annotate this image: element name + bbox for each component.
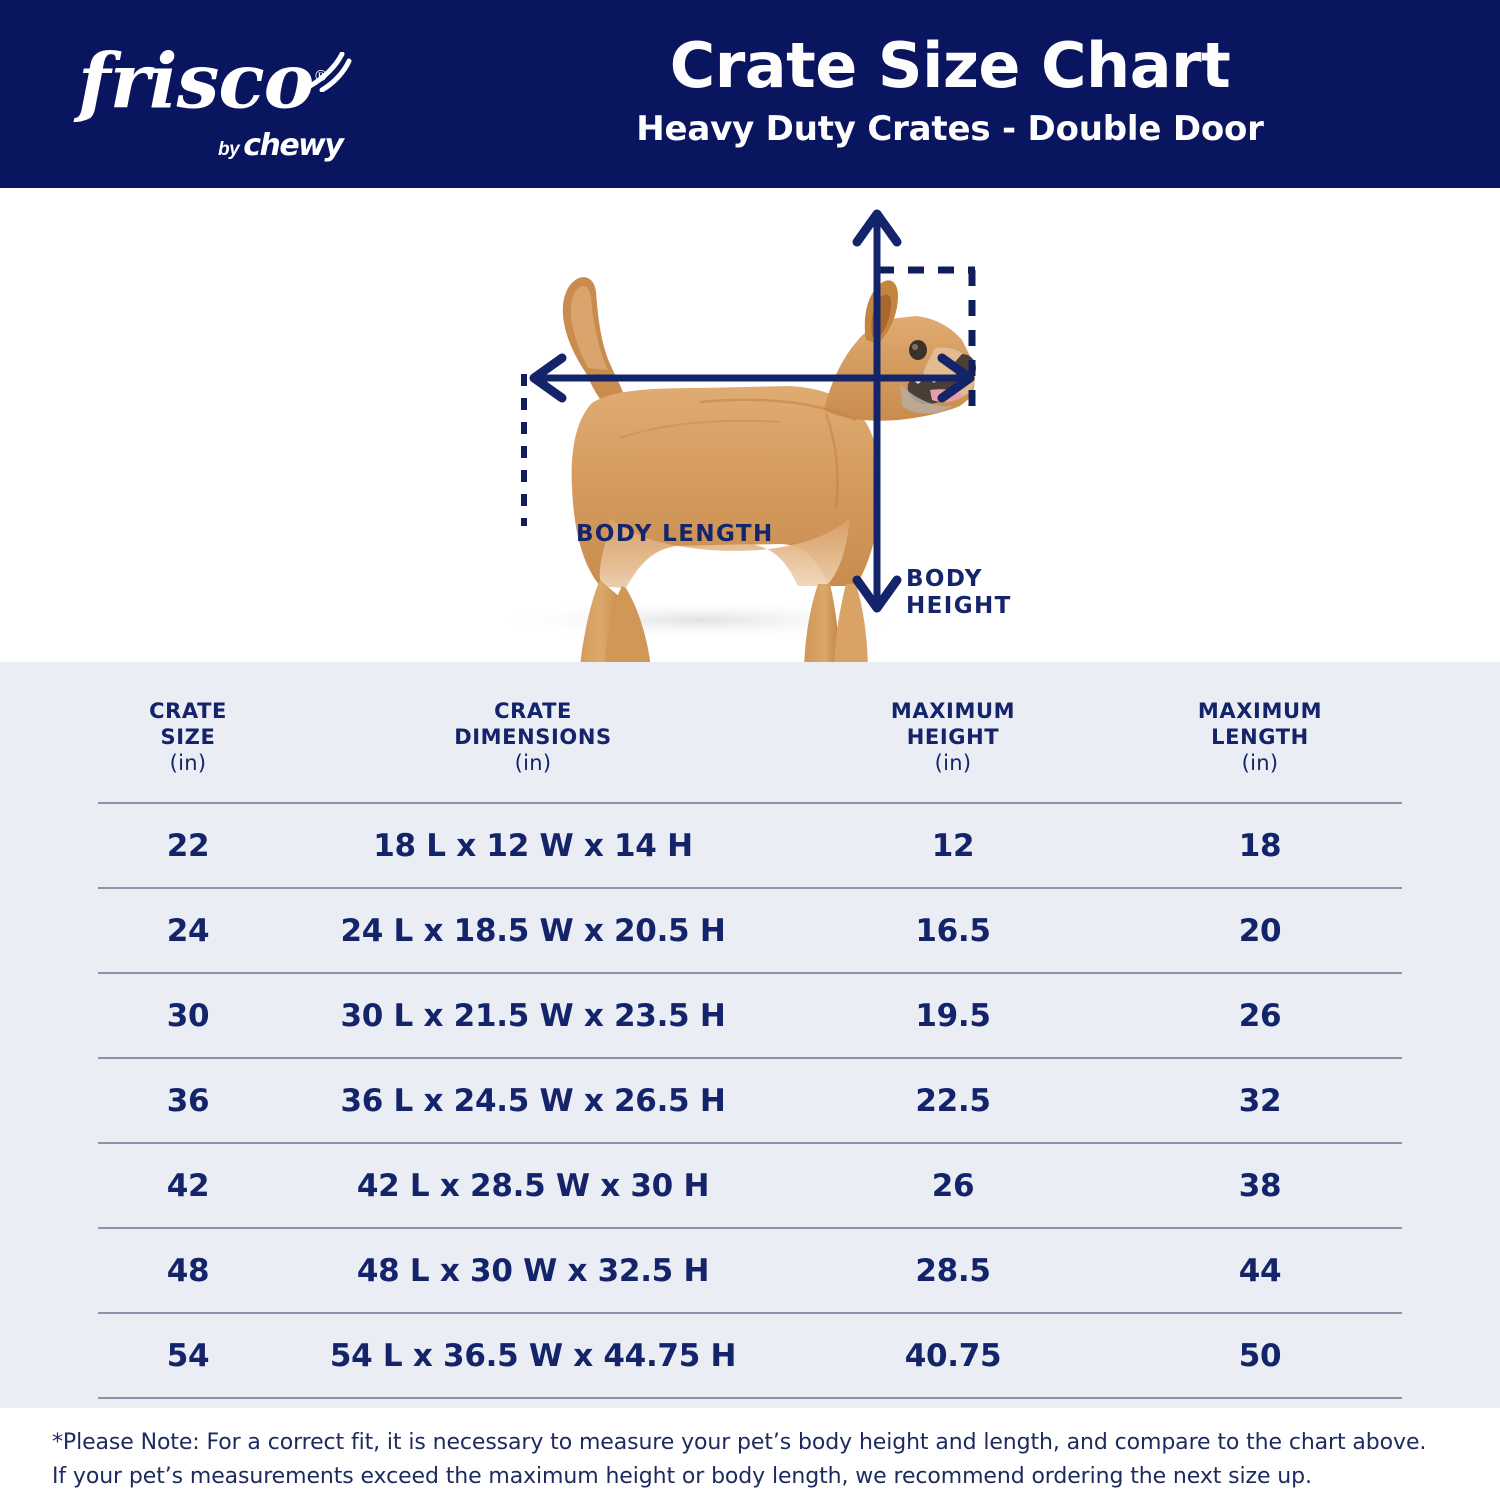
header-line1: CRATE <box>494 699 572 723</box>
header-line2: HEIGHT <box>906 725 1000 749</box>
cell-crate-size: 54 <box>98 1313 278 1399</box>
cell-max-length: 50 <box>1118 1313 1402 1399</box>
footer-note: *Please Note: For a correct fit, it is n… <box>52 1426 1452 1494</box>
cell-crate-size: 24 <box>98 888 278 974</box>
page-title: Crate Size Chart <box>669 29 1231 102</box>
body-height-label-line1: BODY <box>906 566 983 592</box>
column-header-maximum-height: MAXIMUM HEIGHT (in) <box>788 662 1118 804</box>
brand-name: frisco <box>78 36 314 126</box>
footer-note-line2: If your pet’s measurements exceed the ma… <box>52 1464 1312 1489</box>
measurement-illustration: BODY LENGTH BODY HEIGHT <box>0 188 1500 662</box>
cell-dimensions: 30 L x 21.5 W x 23.5 H <box>278 973 788 1059</box>
cell-max-length: 44 <box>1118 1228 1402 1314</box>
body-height-arrowhead-top <box>852 209 902 247</box>
body-height-label-line2: HEIGHT <box>906 593 1012 619</box>
dog-fur-line-mid <box>619 419 781 439</box>
cell-max-length: 18 <box>1118 803 1402 889</box>
column-header-crate-dimensions: CRATE DIMENSIONS (in) <box>278 662 788 804</box>
chewy-wordmark: chewy <box>243 128 344 163</box>
cell-dimensions: 18 L x 12 W x 14 H <box>278 803 788 889</box>
cell-crate-size: 48 <box>98 1228 278 1314</box>
dog-measurement-diagram <box>485 209 976 662</box>
page-subtitle: Heavy Duty Crates - Double Door <box>636 109 1264 149</box>
cell-dimensions: 42 L x 28.5 W x 30 H <box>278 1143 788 1229</box>
header-line1: MAXIMUM <box>890 699 1016 723</box>
body-height-arrowhead-bottom <box>852 575 902 613</box>
cell-max-height: 16.5 <box>788 888 1118 974</box>
size-table-section: CRATE SIZE (in) CRATE DIMENSIONS (in) MA… <box>0 662 1500 1408</box>
body-height-label: BODY HEIGHT <box>906 566 1012 620</box>
measurement-overlay <box>521 209 976 613</box>
header-title-group: Crate Size Chart Heavy Duty Crates - Dou… <box>450 28 1450 152</box>
footer-note-line1: *Please Note: For a correct fit, it is n… <box>52 1430 1427 1455</box>
header-unit: (in) <box>514 751 552 775</box>
header-line1: CRATE <box>149 699 227 723</box>
dog-eye-glint <box>912 344 918 350</box>
body-length-arrowhead-right <box>937 353 975 403</box>
table-body: 22 18 L x 12 W x 14 H 12 18 24 24 L x 18… <box>98 803 1402 1399</box>
cell-crate-size: 36 <box>98 1058 278 1144</box>
header-unit: (in) <box>169 751 207 775</box>
table-row: 22 18 L x 12 W x 14 H 12 18 <box>98 803 1402 889</box>
header-unit: (in) <box>934 751 972 775</box>
cell-max-length: 32 <box>1118 1058 1402 1144</box>
cell-dimensions: 24 L x 18.5 W x 20.5 H <box>278 888 788 974</box>
dog-figure <box>562 277 976 662</box>
cell-max-height: 19.5 <box>788 973 1118 1059</box>
header-line2: LENGTH <box>1211 725 1309 749</box>
frisco-logo: frisco® by chewy <box>78 36 378 166</box>
dog-eye <box>909 340 927 360</box>
cell-max-length: 20 <box>1118 888 1402 974</box>
cell-crate-size: 30 <box>98 973 278 1059</box>
cell-max-length: 26 <box>1118 973 1402 1059</box>
registered-trademark-icon: ® <box>313 67 328 85</box>
dog-shoulder-line <box>824 413 839 509</box>
dog-belly <box>599 518 850 588</box>
dog-front-leg-near <box>834 584 868 662</box>
cell-dimensions: 54 L x 36.5 W x 44.75 H <box>278 1313 788 1399</box>
dog-body <box>571 386 880 588</box>
table-row: 36 36 L x 24.5 W x 26.5 H 22.5 32 <box>98 1058 1402 1144</box>
cell-crate-size: 22 <box>98 803 278 889</box>
header-banner: frisco® by chewy Crate Size Chart Heavy D… <box>0 0 1500 188</box>
dog-fur-line-back <box>699 398 857 422</box>
dog-rear-leg-near <box>606 586 651 662</box>
cell-max-height: 40.75 <box>788 1313 1118 1399</box>
crate-size-table: CRATE SIZE (in) CRATE DIMENSIONS (in) MA… <box>98 662 1402 1399</box>
cell-dimensions: 36 L x 24.5 W x 26.5 H <box>278 1058 788 1144</box>
table-row: 30 30 L x 21.5 W x 23.5 H 19.5 26 <box>98 973 1402 1059</box>
table-row: 54 54 L x 36.5 W x 44.75 H 40.75 50 <box>98 1313 1402 1399</box>
table-row: 48 48 L x 30 W x 32.5 H 28.5 44 <box>98 1228 1402 1314</box>
cell-max-height: 26 <box>788 1143 1118 1229</box>
dog-front-leg-far <box>804 584 840 662</box>
cell-max-length: 38 <box>1118 1143 1402 1229</box>
header-unit: (in) <box>1241 751 1279 775</box>
cell-crate-size: 42 <box>98 1143 278 1229</box>
column-header-crate-size: CRATE SIZE (in) <box>98 662 278 804</box>
cell-max-height: 28.5 <box>788 1228 1118 1314</box>
header-line1: MAXIMUM <box>1197 699 1323 723</box>
table-row: 42 42 L x 28.5 W x 30 H 26 38 <box>98 1143 1402 1229</box>
brand-wordmark: frisco® <box>78 36 378 121</box>
body-length-label: BODY LENGTH <box>576 521 774 547</box>
by-text: by <box>218 139 240 160</box>
cell-dimensions: 48 L x 30 W x 32.5 H <box>278 1228 788 1314</box>
dog-tail-highlight <box>570 286 608 370</box>
footer-section: *Please Note: For a correct fit, it is n… <box>0 1408 1500 1500</box>
by-chewy-lockup: by chewy <box>218 128 344 163</box>
body-length-arrowhead-left <box>529 353 567 403</box>
header-line2: SIZE <box>160 725 216 749</box>
dog-chin-scruff <box>900 384 952 414</box>
table-row: 24 24 L x 18.5 W x 20.5 H 16.5 20 <box>98 888 1402 974</box>
cell-max-height: 22.5 <box>788 1058 1118 1144</box>
cell-max-height: 12 <box>788 803 1118 889</box>
column-header-maximum-length: MAXIMUM LENGTH (in) <box>1118 662 1402 804</box>
table-header-row: CRATE SIZE (in) CRATE DIMENSIONS (in) MA… <box>98 662 1402 804</box>
header-line2: DIMENSIONS <box>454 725 612 749</box>
